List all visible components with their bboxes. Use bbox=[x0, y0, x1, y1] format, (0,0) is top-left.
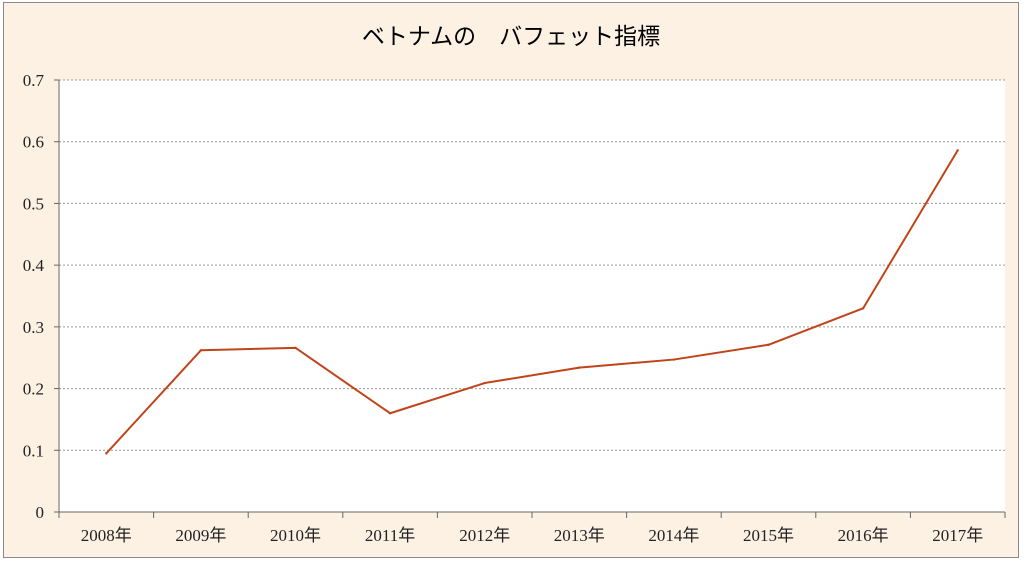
series-line bbox=[105, 149, 959, 455]
data-point bbox=[578, 366, 581, 369]
x-axis-ticks: 2008年 2009年 2010年 2011年 2012年 2013年 2014年 2015年… bbox=[58, 512, 1006, 545]
x-tick-label: 2011年 bbox=[365, 526, 415, 545]
x-tick-label: 2009年 bbox=[175, 526, 226, 545]
data-point bbox=[672, 358, 676, 361]
data-point bbox=[861, 307, 865, 310]
data-point bbox=[294, 346, 297, 350]
y-tick-label: 0 bbox=[36, 503, 45, 522]
data-point bbox=[105, 452, 108, 455]
y-tick-label: 0.1 bbox=[23, 441, 44, 460]
x-tick-label: 2014年 bbox=[648, 526, 699, 545]
y-tick-label: 0.4 bbox=[23, 256, 45, 275]
series-polyline bbox=[105, 149, 959, 455]
y-axis-ticks: 0 0.1 0.2 0.3 0.4 0.5 0.6 0.7 bbox=[23, 71, 59, 522]
plot-area bbox=[59, 80, 1005, 512]
x-tick-label: 2016年 bbox=[838, 526, 889, 545]
data-point bbox=[483, 381, 486, 385]
x-tick-label: 2010年 bbox=[270, 526, 321, 545]
y-tick-label: 0.2 bbox=[23, 380, 44, 399]
y-tick-label: 0.3 bbox=[23, 318, 44, 337]
x-tick-label: 2013年 bbox=[554, 526, 605, 545]
y-tick-label: 0.7 bbox=[23, 71, 45, 90]
gridlines bbox=[59, 79, 1005, 451]
chart-title: ベトナムの バフェット指標 bbox=[362, 24, 660, 50]
y-tick-label: 0.6 bbox=[23, 133, 44, 152]
x-tick-label: 2012年 bbox=[459, 526, 510, 545]
x-tick-label: 2017年 bbox=[932, 526, 983, 545]
x-tick-label: 2008年 bbox=[81, 526, 132, 545]
x-tick-label: 2015年 bbox=[743, 526, 794, 545]
data-point bbox=[956, 149, 959, 152]
y-tick-label: 0.5 bbox=[23, 194, 44, 213]
data-point bbox=[199, 349, 203, 352]
data-point bbox=[388, 412, 392, 415]
data-point bbox=[767, 343, 770, 346]
